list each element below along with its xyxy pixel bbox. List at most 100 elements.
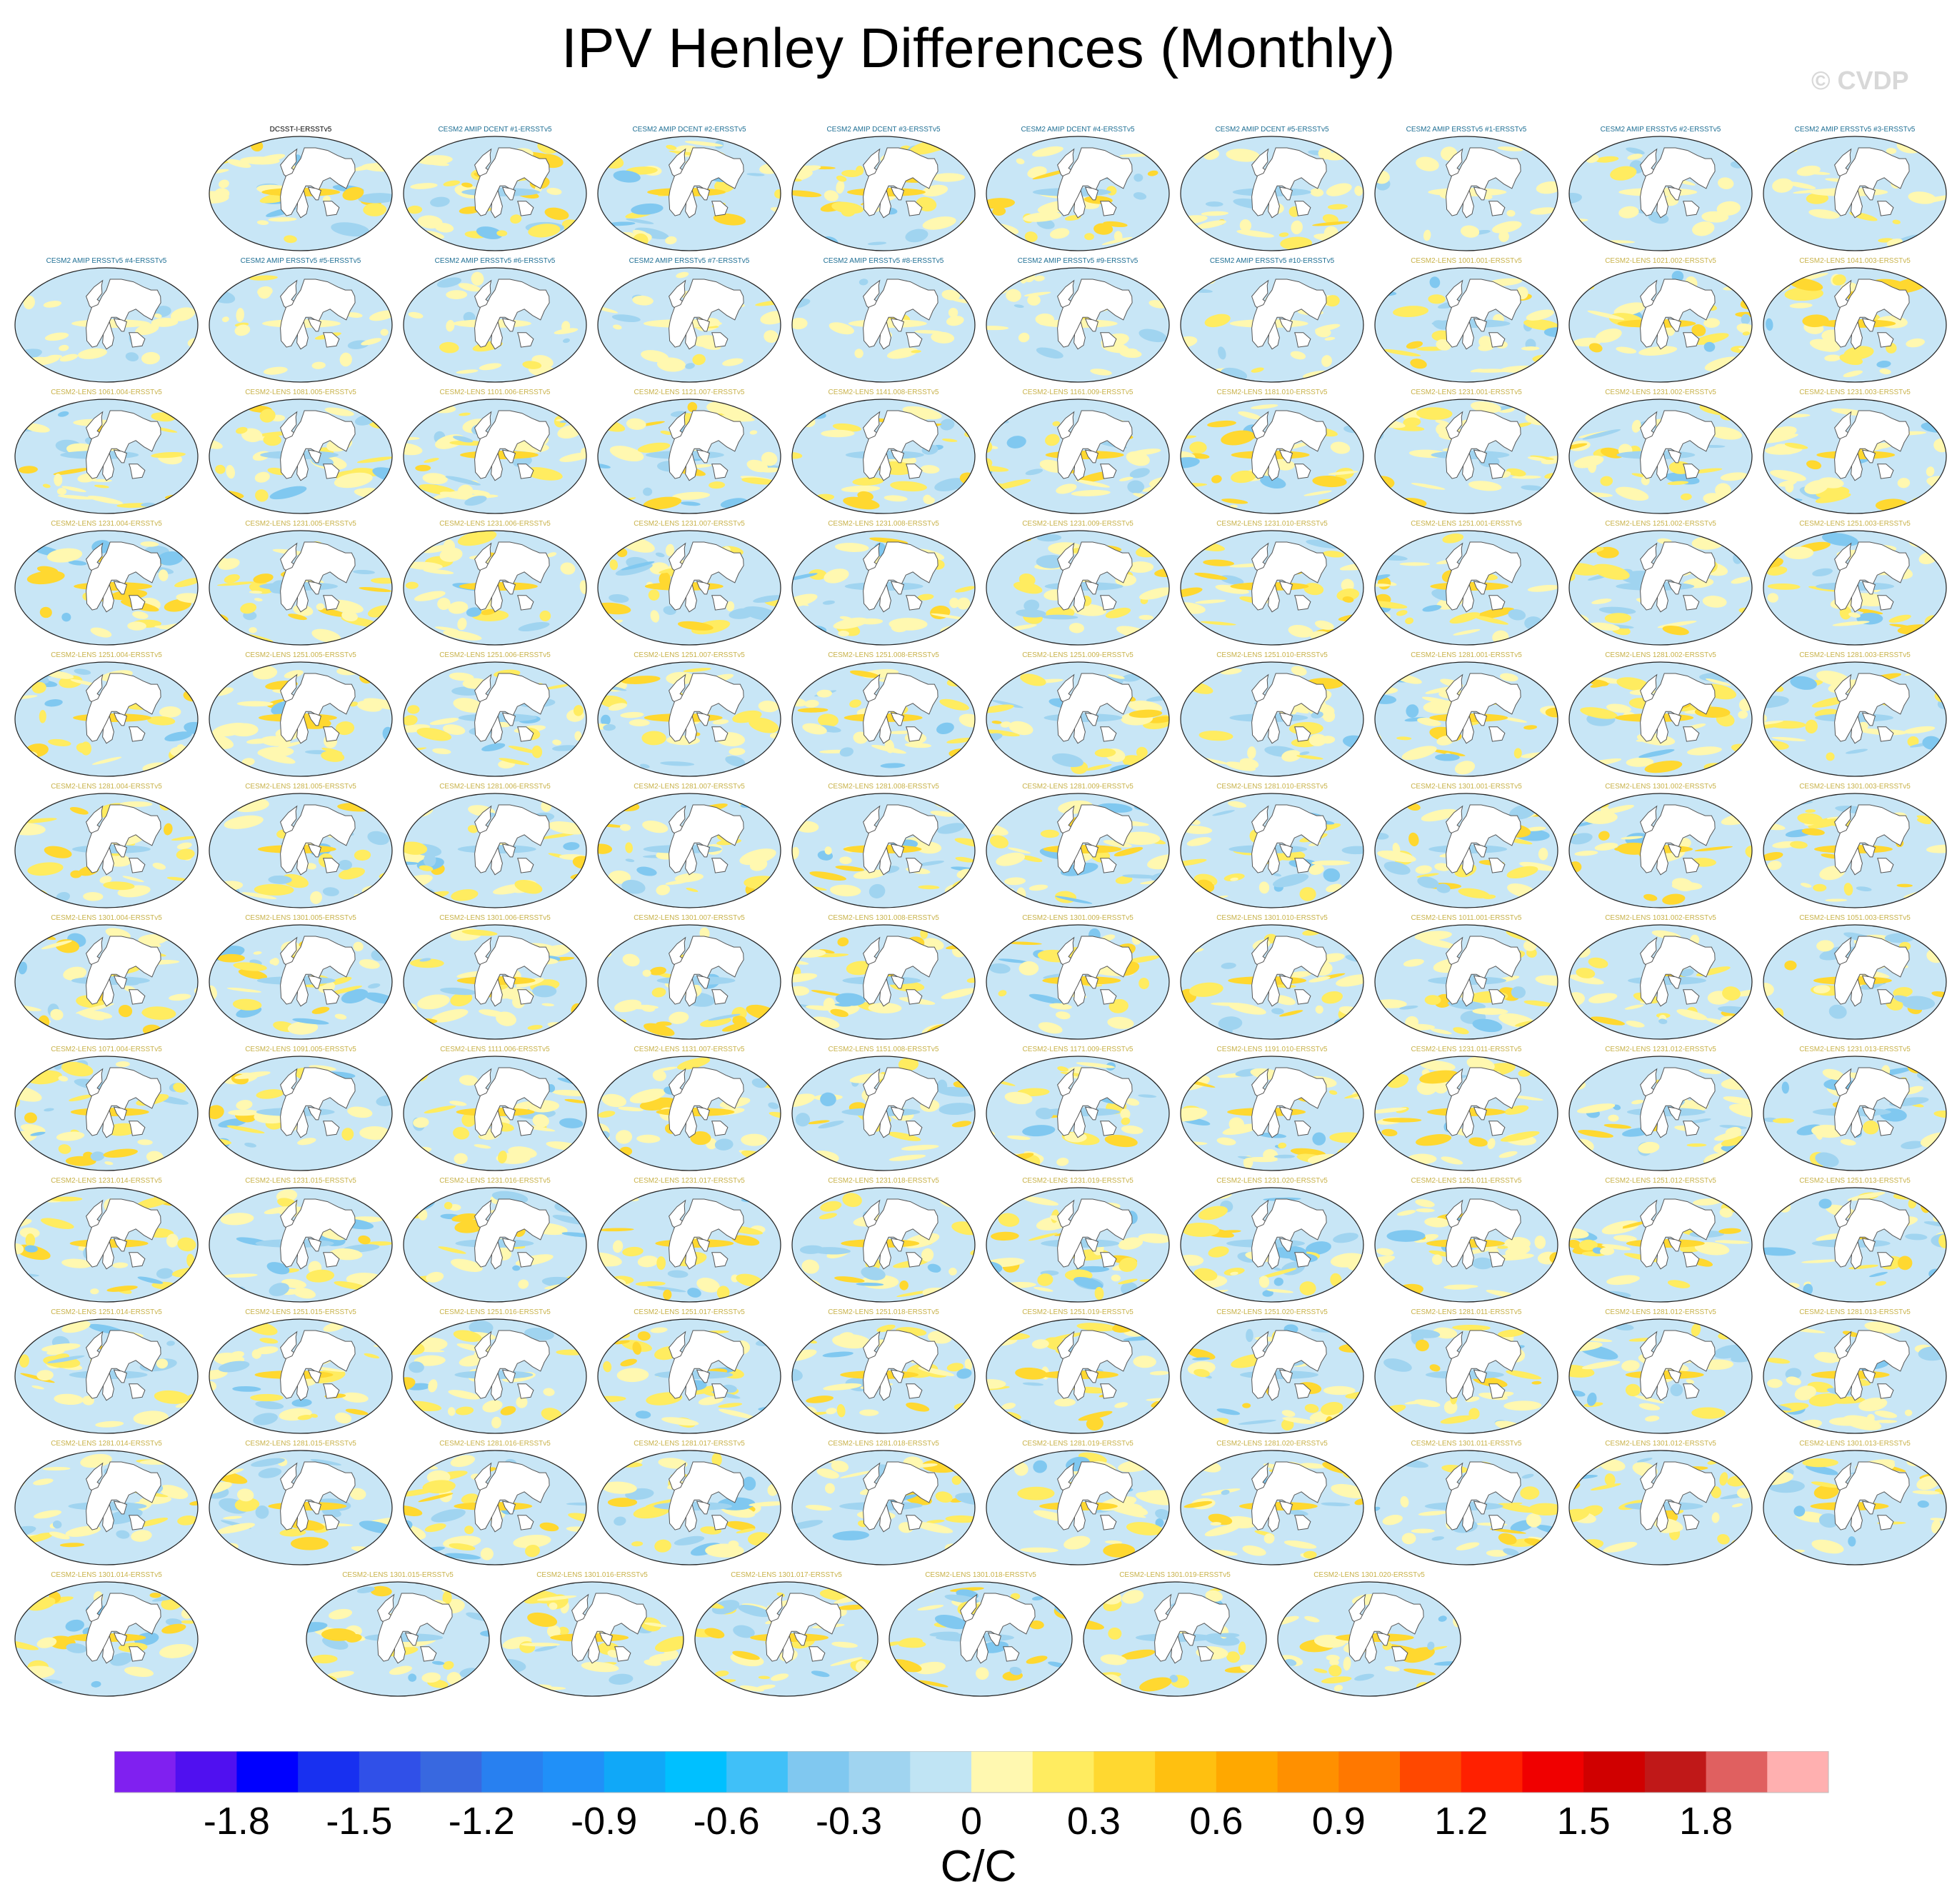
continent-outline	[501, 843, 516, 858]
map-panel-title: CESM2 AMIP ERSSTv5 #5-ERSSTv5	[240, 257, 361, 265]
anomaly-patch	[518, 622, 550, 632]
continent-outline	[1294, 595, 1311, 611]
map-panel: CESM2-LENS 1231.009-ERSSTv5	[981, 520, 1174, 647]
continent-outline	[1278, 449, 1293, 464]
continent-outline	[1488, 1121, 1506, 1136]
anomaly-patch	[1738, 710, 1748, 719]
continent-outline	[1391, 1646, 1408, 1662]
continent-outline	[1473, 449, 1488, 464]
anomaly-patch	[306, 1603, 317, 1615]
anomaly-patch	[1535, 975, 1558, 986]
anomaly-patch	[1028, 1233, 1058, 1241]
anomaly-patch	[316, 603, 325, 611]
anomaly-patch	[431, 1508, 466, 1523]
anomaly-patch	[1842, 1331, 1860, 1338]
anomaly-patch	[889, 1641, 902, 1647]
anomaly-patch	[1239, 758, 1259, 769]
anomaly-patch	[805, 1005, 835, 1011]
map-panel-title: CESM2-LENS 1231.017-ERSSTv5	[634, 1177, 745, 1185]
anomaly-patch	[209, 1105, 224, 1119]
anomaly-patch	[1491, 221, 1522, 234]
anomaly-patch	[1299, 1463, 1326, 1469]
map-panel: CESM2-LENS 1301.006-ERSSTv5	[399, 914, 591, 1041]
anomaly-patch	[562, 338, 571, 344]
anomaly-patch	[771, 946, 781, 951]
continent-outline	[129, 726, 146, 742]
continent-outline	[890, 449, 905, 464]
continent-outline	[1251, 147, 1327, 216]
map-panel: CESM2-LENS 1121.007-ERSSTv5	[593, 389, 786, 516]
anomaly-patch	[359, 1126, 391, 1140]
anomaly-patch	[209, 930, 234, 941]
map-panel-title: CESM2-LENS 1151.008-ERSSTv5	[828, 1046, 939, 1053]
anomaly-patch	[1103, 840, 1132, 848]
anomaly-patch	[178, 1193, 198, 1206]
equatorial-pacific-anomaly	[655, 1239, 734, 1248]
map-panel: CESM2-LENS 1251.002-ERSSTv5	[1564, 520, 1757, 647]
anomaly-patch	[824, 190, 839, 202]
anomaly-patch	[176, 842, 192, 850]
continent-outline	[1100, 1252, 1117, 1268]
anomaly-patch	[705, 1543, 744, 1558]
anomaly-patch	[1526, 1513, 1542, 1528]
anomaly-patch	[1119, 476, 1133, 481]
anomaly-patch	[792, 275, 799, 281]
map-border	[403, 661, 587, 777]
anomaly-patch	[1381, 1128, 1398, 1137]
anomaly-patch	[541, 1003, 555, 1006]
anomaly-patch	[921, 1248, 934, 1262]
anomaly-patch	[1472, 1008, 1508, 1015]
anomaly-patch	[480, 1630, 489, 1637]
anomaly-patch	[156, 1358, 169, 1369]
anomaly-patch	[179, 404, 198, 418]
continent-outline	[1084, 186, 1099, 201]
continent-outline	[890, 1106, 905, 1121]
continent-outline	[599, 1632, 614, 1646]
anomaly-patch	[665, 543, 675, 556]
map-panel-title: CESM2-LENS 1101.006-ERSSTv5	[439, 389, 551, 396]
colorbar-swatch	[481, 1751, 544, 1793]
anomaly-patch	[913, 1463, 938, 1468]
map-panel-title: CESM2-LENS 1231.001-ERSSTv5	[1411, 389, 1522, 396]
anomaly-patch	[1714, 1131, 1742, 1141]
map-panel-title: CESM2-LENS 1231.010-ERSSTv5	[1216, 520, 1328, 528]
continent-outline	[669, 673, 744, 742]
anomaly-patch	[809, 871, 846, 881]
anomaly-patch	[651, 987, 666, 998]
map-border	[500, 1581, 684, 1697]
anomaly-patch	[1926, 466, 1935, 477]
anomaly-patch	[1801, 1259, 1839, 1263]
anomaly-patch	[227, 159, 251, 169]
anomaly-patch	[1312, 1132, 1326, 1146]
continent-outline	[1100, 1383, 1117, 1399]
anomaly-patch	[776, 1287, 781, 1298]
map-border	[1568, 1056, 1753, 1171]
anomaly-patch	[986, 143, 1003, 156]
continent-outline	[129, 332, 146, 348]
anomaly-patch	[254, 471, 270, 483]
global-map	[986, 267, 1170, 383]
anomaly-patch	[1429, 1364, 1441, 1372]
anomaly-patch	[76, 1003, 114, 1014]
anomaly-patch	[23, 295, 35, 310]
anomaly-patch	[956, 1368, 972, 1379]
anomaly-patch	[644, 1622, 667, 1628]
anomaly-patch	[1843, 883, 1853, 896]
anomaly-patch	[236, 308, 244, 323]
map-panel: CESM2-LENS 1301.014-ERSSTv5	[10, 1571, 203, 1698]
continent-outline	[1100, 726, 1117, 742]
anomaly-patch	[1618, 206, 1639, 219]
anomaly-patch	[1431, 1028, 1452, 1035]
anomaly-patch	[1876, 360, 1891, 368]
anomaly-patch	[871, 744, 906, 754]
anomaly-patch	[1498, 231, 1509, 242]
anomaly-patch	[1435, 753, 1460, 761]
anomaly-patch	[341, 1392, 369, 1403]
anomaly-patch	[1686, 1143, 1707, 1147]
map-panel: CESM2-LENS 1191.010-ERSSTv5	[1176, 1046, 1368, 1173]
map-panel-title: CESM2-LENS 1281.004-ERSSTv5	[51, 783, 162, 791]
anomaly-patch	[733, 1625, 755, 1638]
global-map	[791, 1318, 976, 1434]
continent-outline	[323, 858, 340, 873]
anomaly-patch	[987, 1324, 1004, 1333]
